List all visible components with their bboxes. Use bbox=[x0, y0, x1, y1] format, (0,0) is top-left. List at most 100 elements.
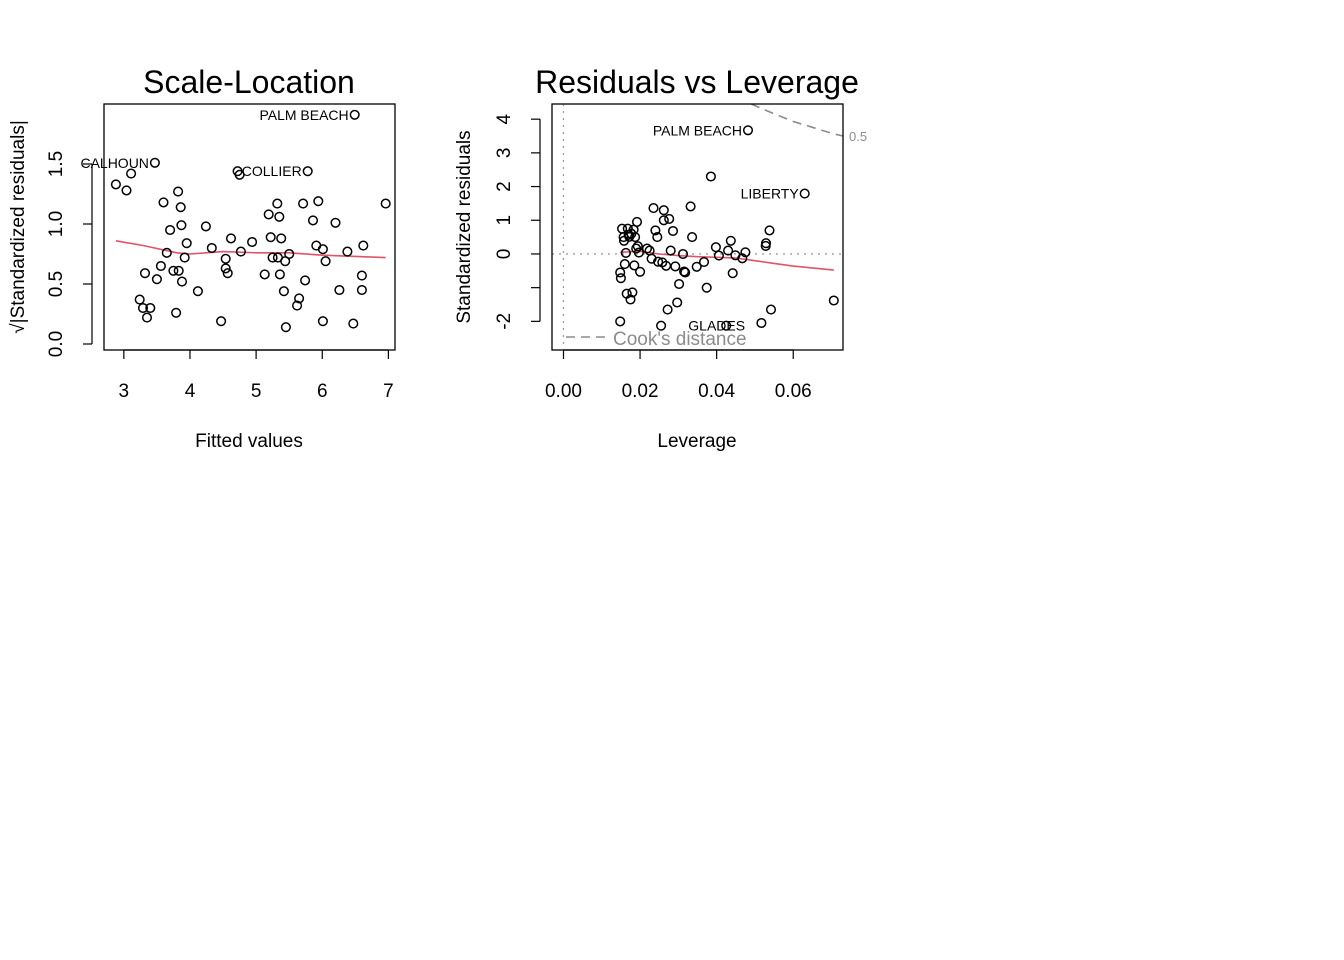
scale-location-data-point bbox=[247, 236, 258, 248]
residuals-vs-leverage-x-axis-label: Leverage bbox=[657, 431, 736, 452]
scale-location-data-point bbox=[265, 232, 276, 243]
scale-location-data-point bbox=[165, 224, 176, 236]
cooks-distance-contour bbox=[750, 103, 844, 137]
residuals-vs-leverage-data-point bbox=[705, 171, 716, 182]
residuals-vs-leverage-title: Residuals vs Leverage bbox=[535, 64, 859, 100]
residuals-vs-leverage-data-point bbox=[650, 225, 661, 236]
scale-location-data-point bbox=[292, 300, 303, 311]
scale-location-data-point bbox=[173, 265, 184, 276]
scale-location-data-point bbox=[317, 244, 328, 255]
scale-location-data-point bbox=[300, 275, 311, 286]
scale-location-data-point bbox=[176, 276, 188, 287]
scale-location-data-point bbox=[141, 312, 153, 323]
y-tick-label: 3 bbox=[494, 148, 515, 159]
residuals-vs-leverage-data-point bbox=[764, 225, 775, 236]
scale-location-data-point bbox=[149, 157, 160, 168]
x-tick-label: 7 bbox=[383, 381, 394, 402]
scale-location-data-point bbox=[259, 269, 270, 280]
scale-location-x-axis-label: Fitted values bbox=[195, 431, 303, 452]
scale-location-smooth-line bbox=[115, 240, 386, 259]
scale-location-data-point bbox=[280, 322, 291, 333]
residuals-vs-leverage-data-point bbox=[664, 213, 675, 224]
scale-location-data-point bbox=[176, 220, 187, 231]
scale-location-data-point bbox=[274, 269, 285, 280]
y-tick-label: 1.5 bbox=[46, 151, 67, 177]
residuals-vs-leverage-data-point bbox=[631, 216, 643, 227]
scale-location-data-point bbox=[126, 168, 137, 179]
scale-location-data-point bbox=[206, 242, 217, 254]
cooks-distance-legend: Cook's distance bbox=[566, 329, 747, 350]
y-tick-label: -2 bbox=[494, 313, 515, 330]
scale-location-data-point bbox=[349, 109, 360, 120]
residuals-vs-leverage-data-point bbox=[656, 320, 667, 331]
residuals-vs-leverage-data-point bbox=[644, 245, 655, 256]
residuals-vs-leverage-data-point bbox=[615, 267, 626, 278]
residuals-vs-leverage-data-point bbox=[725, 235, 736, 246]
scale-location-data-point bbox=[222, 268, 233, 279]
scale-location-data-point bbox=[263, 209, 274, 220]
residuals-vs-leverage-data-point bbox=[677, 248, 689, 260]
scale-location-y-axis: 0.0 0.5 1.0 1.5 bbox=[46, 151, 93, 357]
residuals-vs-leverage-data-point bbox=[799, 188, 810, 199]
residuals-vs-leverage-data-point bbox=[672, 297, 683, 308]
residuals-vs-leverage-data-point bbox=[680, 267, 691, 278]
y-tick-label: 0 bbox=[494, 249, 515, 260]
cooks-distance-contour-label: 0.5 bbox=[849, 129, 867, 144]
scale-location-data-point bbox=[220, 263, 231, 274]
residuals-vs-leverage-data-point bbox=[674, 278, 685, 290]
residuals-vs-leverage-data-point bbox=[627, 287, 638, 298]
scale-location-data-point bbox=[179, 252, 190, 263]
y-tick-label: 2 bbox=[494, 181, 515, 192]
scale-location-data-point bbox=[267, 252, 278, 263]
residuals-vs-leverage-data-point bbox=[667, 225, 679, 237]
scale-location-data-point bbox=[302, 166, 313, 177]
scale-location-data-point bbox=[200, 221, 211, 232]
residuals-vs-leverage-data-point bbox=[687, 232, 698, 243]
scale-location-y-axis-label: √|Standardized residuals| bbox=[8, 120, 29, 334]
point-label: PALM BEACH bbox=[259, 107, 348, 123]
scale-location-data-point bbox=[317, 316, 328, 327]
residuals-vs-leverage-data-point bbox=[635, 266, 646, 277]
residuals-vs-leverage-data-point bbox=[652, 232, 663, 243]
residuals-vs-leverage-data-point bbox=[629, 260, 640, 271]
x-tick-label: 6 bbox=[317, 381, 328, 402]
residuals-vs-leverage-data-point bbox=[756, 317, 767, 329]
x-tick-label: 0.06 bbox=[775, 381, 812, 402]
scale-location-data-point bbox=[294, 293, 305, 304]
scale-location-data-point bbox=[121, 185, 132, 196]
residuals-vs-leverage-data-point bbox=[710, 242, 721, 253]
scale-location-data-point bbox=[110, 179, 121, 190]
scale-location-data-point bbox=[380, 198, 391, 209]
residuals-vs-leverage-data-point bbox=[615, 316, 626, 327]
point-label: GLADES bbox=[688, 318, 745, 334]
residuals-vs-leverage-data-point bbox=[737, 253, 748, 264]
residuals-vs-leverage-data-point bbox=[633, 247, 644, 258]
residuals-vs-leverage-data-point bbox=[648, 203, 659, 214]
scale-location-data-point bbox=[155, 260, 166, 272]
x-tick-label: 0.02 bbox=[622, 381, 659, 402]
residuals-vs-leverage-data-point bbox=[653, 256, 664, 267]
scale-location-data-point bbox=[320, 256, 331, 267]
y-tick-label: 0.0 bbox=[46, 331, 67, 357]
scale-location-data-point bbox=[276, 233, 287, 244]
scale-location-data-point bbox=[173, 186, 184, 197]
scale-location-title: Scale-Location bbox=[143, 64, 355, 100]
residuals-vs-leverage-data-point bbox=[619, 259, 630, 270]
residuals-vs-leverage-y-axis-label: Standardized residuals bbox=[454, 130, 475, 323]
scale-location-data-point bbox=[330, 217, 341, 228]
scale-location-data-point bbox=[192, 286, 203, 297]
residuals-vs-leverage-data-point bbox=[670, 261, 681, 272]
x-tick-label: 5 bbox=[251, 381, 262, 402]
residuals-vs-leverage-data-point bbox=[698, 256, 710, 268]
scale-location-data-point bbox=[134, 294, 145, 305]
residuals-vs-leverage-data-point bbox=[658, 205, 669, 216]
scale-location-data-point bbox=[313, 196, 324, 207]
scale-location-data-point bbox=[274, 211, 285, 222]
scale-location-data-point bbox=[307, 215, 319, 226]
x-tick-label: 3 bbox=[119, 381, 130, 402]
residuals-vs-leverage-data-point bbox=[630, 232, 641, 243]
residuals-vs-leverage-data-point bbox=[760, 238, 772, 249]
scale-location-data-point bbox=[225, 233, 237, 244]
residuals-vs-leverage-data-point bbox=[765, 304, 777, 315]
